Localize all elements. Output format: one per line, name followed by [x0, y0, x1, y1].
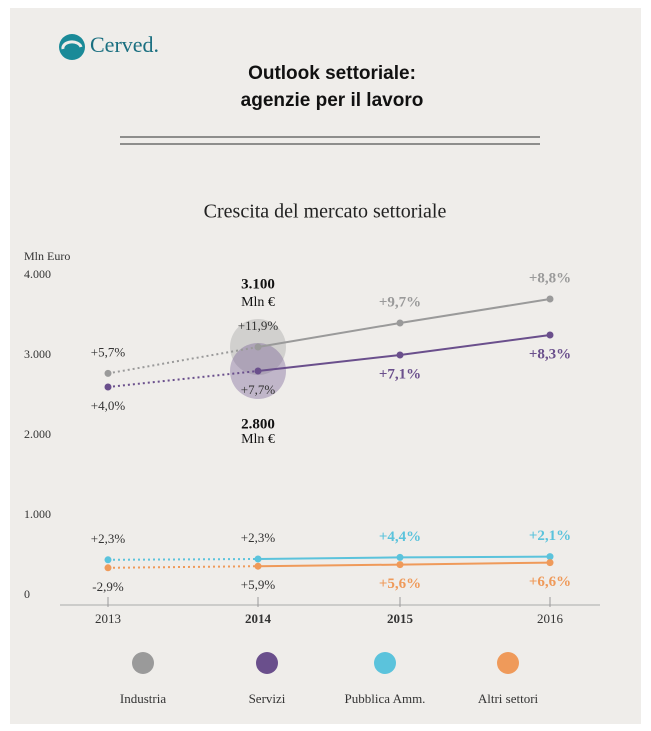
- legend-swatch: [497, 652, 519, 674]
- series-line: [107, 565, 259, 569]
- logo-text: Cerved.: [90, 32, 159, 57]
- data-point: [104, 564, 112, 572]
- legend-swatch: [374, 652, 396, 674]
- annotation-unit: Mln €: [241, 432, 275, 447]
- y-tick-label: 1.000: [24, 507, 51, 521]
- logo-swoosh: [61, 40, 83, 50]
- growth-label: +5,9%: [241, 577, 276, 592]
- x-tick-label: 2013: [95, 611, 121, 626]
- data-point: [546, 559, 554, 567]
- data-point: [396, 561, 404, 569]
- legend-swatch: [132, 652, 154, 674]
- growth-label: +6,6%: [529, 574, 571, 590]
- growth-label: +9,7%: [379, 294, 421, 310]
- data-point: [104, 556, 112, 564]
- data-point: [546, 331, 554, 339]
- y-tick-label: 2.000: [24, 427, 51, 441]
- data-point: [254, 367, 262, 375]
- growth-label: +7,7%: [241, 382, 276, 397]
- series-line: [107, 346, 259, 375]
- growth-label: -2,9%: [92, 579, 124, 594]
- data-point: [396, 553, 404, 561]
- title-line: Outlook settoriale:: [248, 63, 416, 84]
- logo-icon: [59, 34, 85, 60]
- legend-label: Industria: [120, 691, 166, 706]
- series-line: [107, 370, 259, 388]
- growth-label: +5,6%: [379, 576, 421, 592]
- title-line: agenzie per il lavoro: [241, 90, 424, 111]
- series-line: [107, 558, 259, 561]
- data-point: [396, 351, 404, 359]
- y-tick-label: 4.000: [24, 267, 51, 281]
- data-point: [254, 562, 262, 570]
- y-tick-label: 3.000: [24, 347, 51, 361]
- growth-label: +8,3%: [529, 346, 571, 362]
- data-point: [546, 553, 554, 561]
- data-point: [104, 369, 112, 377]
- y-axis-label: Mln Euro: [24, 249, 70, 263]
- x-tick-label: 2015: [387, 611, 414, 626]
- growth-label: +4,0%: [91, 398, 126, 413]
- data-point: [396, 319, 404, 327]
- annotation-unit: Mln €: [241, 295, 275, 310]
- growth-label: +2,1%: [529, 528, 571, 544]
- data-point: [104, 383, 112, 391]
- growth-label: +2,3%: [91, 531, 126, 546]
- data-point: [254, 343, 262, 351]
- growth-label: +2,3%: [241, 530, 276, 545]
- growth-label: +7,1%: [379, 366, 421, 382]
- y-tick-label: 0: [24, 587, 30, 601]
- x-tick-label: 2014: [245, 611, 272, 626]
- data-point: [254, 555, 262, 563]
- growth-label: +5,7%: [91, 344, 126, 359]
- legend-label: Pubblica Amm.: [345, 691, 426, 706]
- chart-title: Crescita del mercato settoriale: [204, 201, 447, 223]
- growth-label: +8,8%: [529, 270, 571, 286]
- annotation-value: 3.100: [241, 276, 275, 292]
- legend-label: Servizi: [249, 691, 286, 706]
- legend-swatch: [256, 652, 278, 674]
- growth-label: +11,9%: [238, 318, 279, 333]
- legend-label: Altri settori: [478, 691, 539, 706]
- data-point: [546, 295, 554, 303]
- x-tick-label: 2016: [537, 611, 564, 626]
- growth-label: +4,4%: [379, 529, 421, 545]
- annotation-value: 2.800: [241, 416, 275, 432]
